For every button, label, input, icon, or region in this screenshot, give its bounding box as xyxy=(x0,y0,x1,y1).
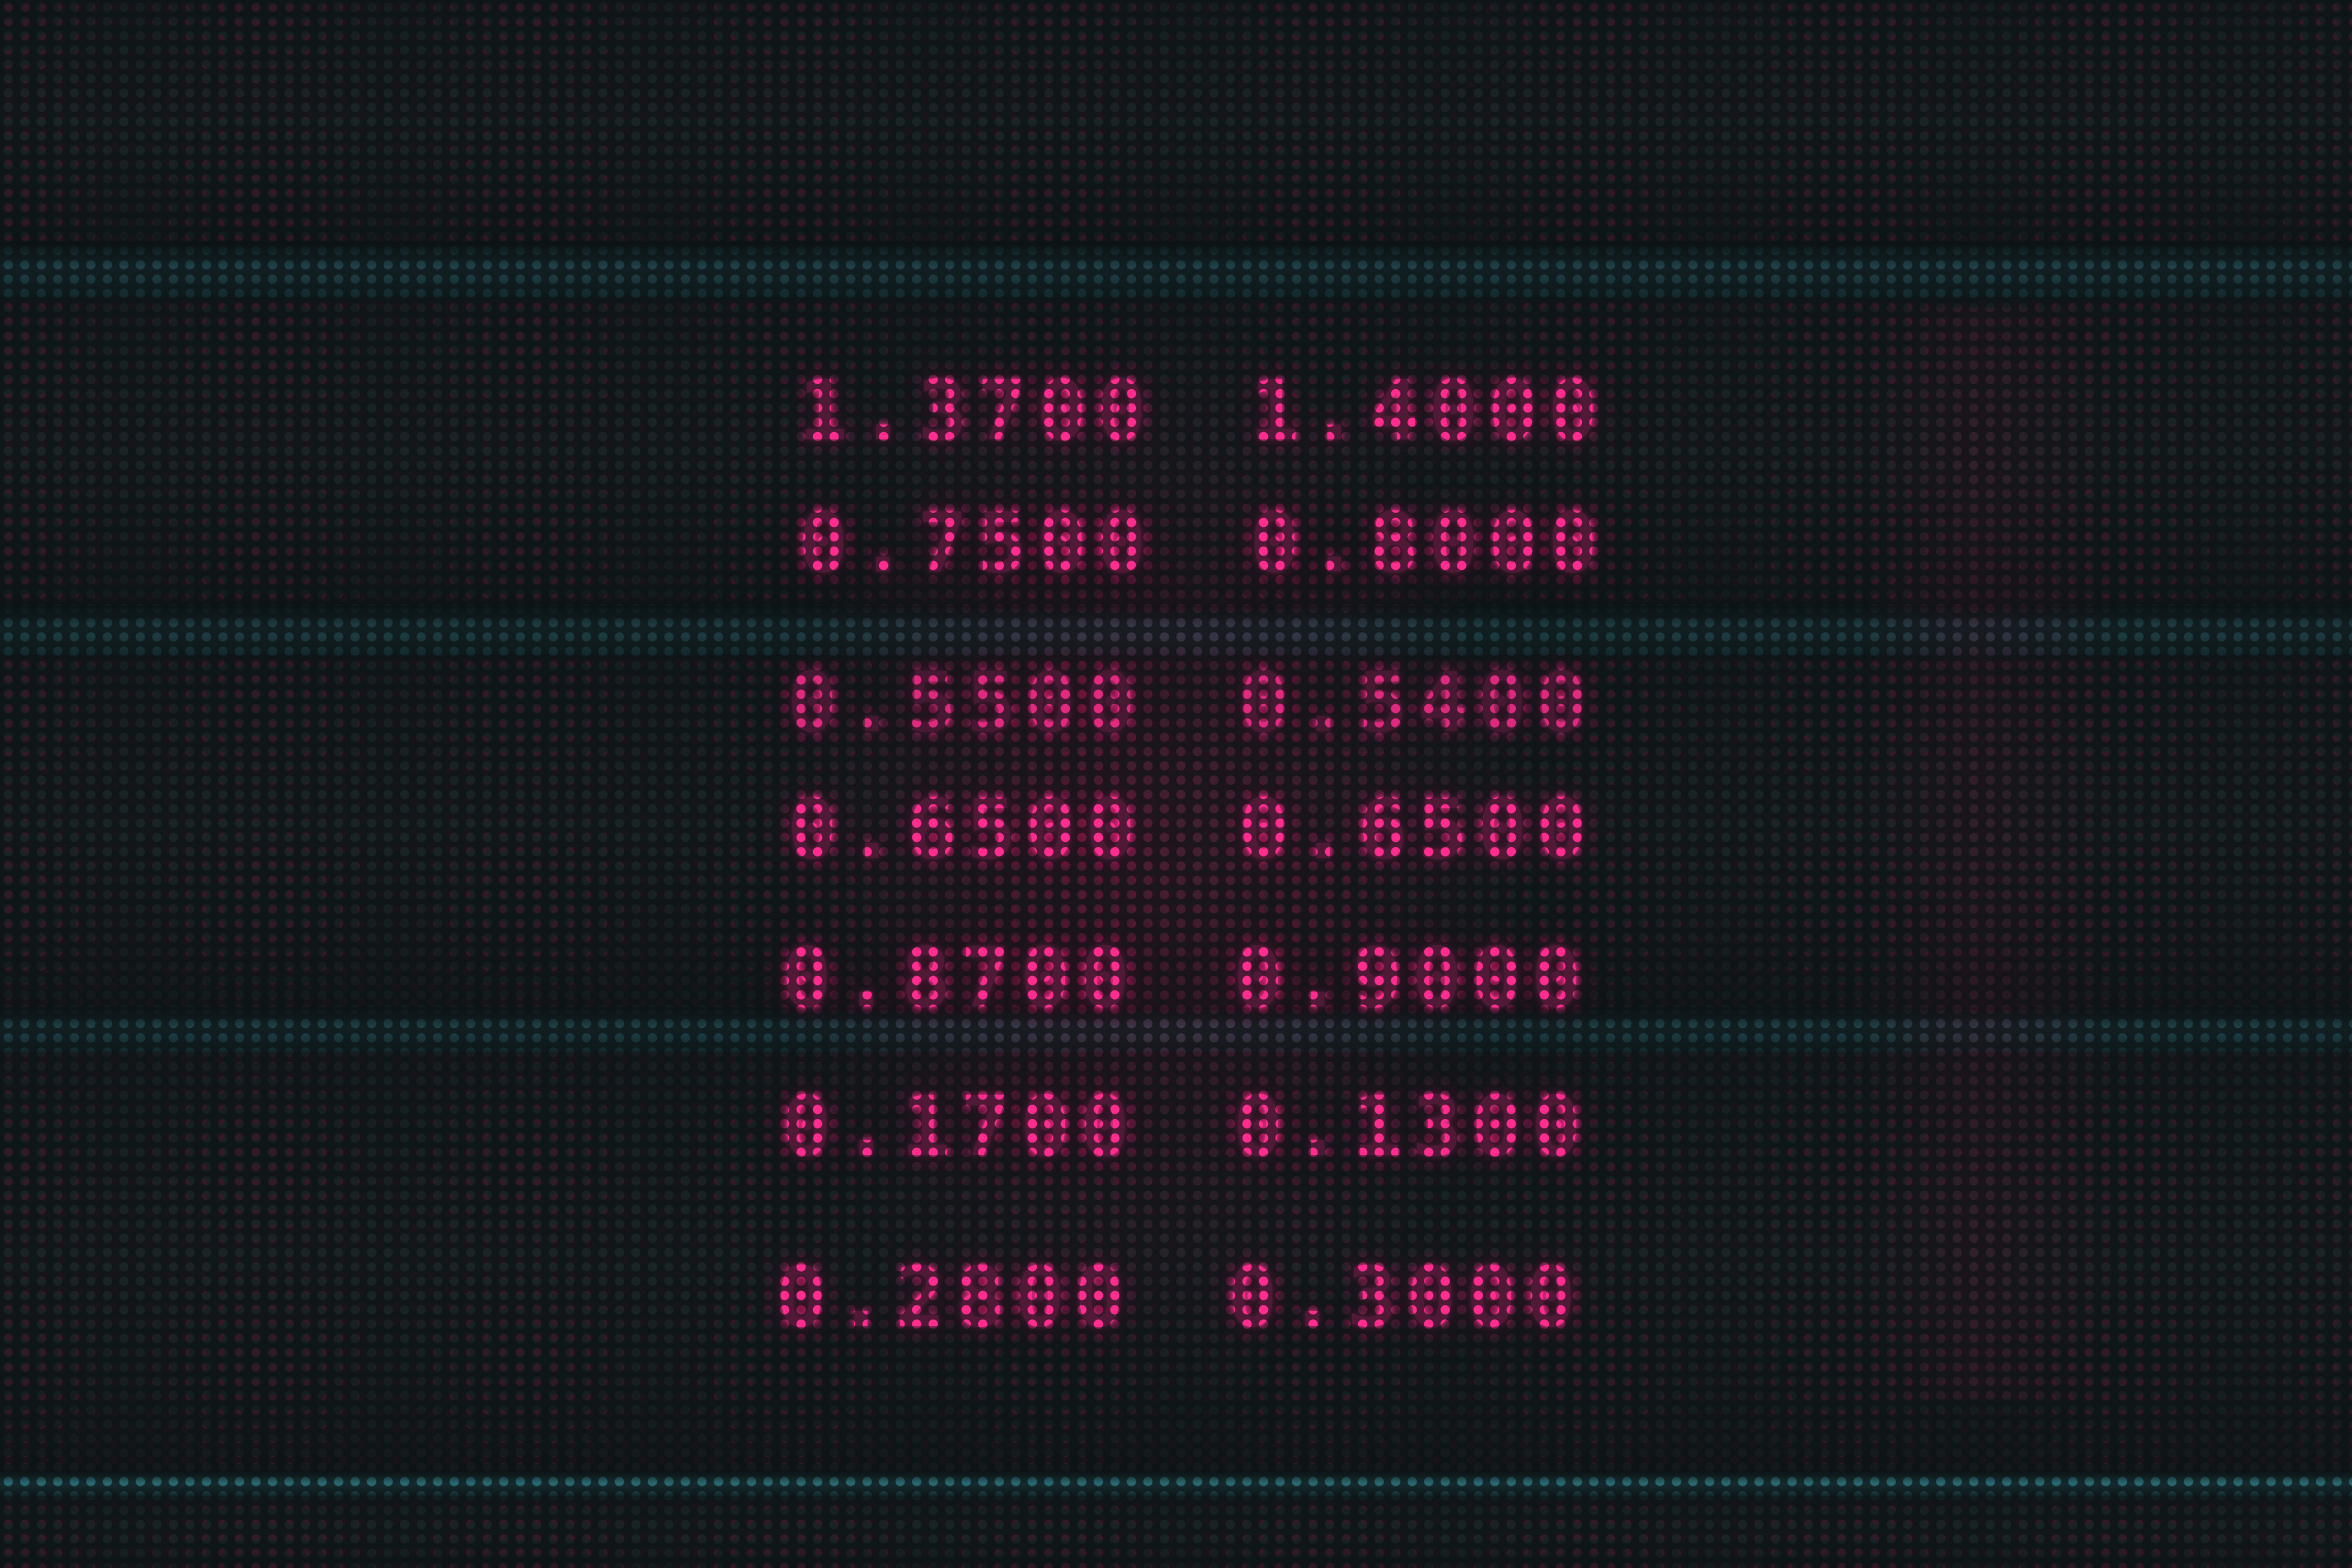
right-value: 0.3000 xyxy=(1227,1250,1586,1346)
left-value: 0.6500 xyxy=(787,782,1145,878)
right-value: 0.5400 xyxy=(1238,655,1597,751)
readout-row: 0.8700 0.9000 xyxy=(782,930,1591,1026)
readout-row: 0.6500 0.6500 xyxy=(787,782,1597,878)
readout-row: 1.3700 1.4000 xyxy=(798,363,1608,459)
right-value: 0.1300 xyxy=(1233,1079,1591,1175)
left-value: 0.5500 xyxy=(787,655,1145,751)
readout-row: 0.7500 0.8000 xyxy=(798,496,1608,591)
right-value: 0.6500 xyxy=(1238,782,1597,878)
left-value: 0.2800 xyxy=(776,1250,1134,1346)
readout-row: 0.1700 0.1300 xyxy=(782,1079,1591,1175)
left-value: 0.1700 xyxy=(782,1079,1140,1175)
left-value: 1.3700 xyxy=(798,363,1156,459)
right-value: 1.4000 xyxy=(1249,363,1608,459)
left-value: 0.8700 xyxy=(782,930,1140,1026)
left-value: 0.7500 xyxy=(798,496,1156,591)
right-value: 0.9000 xyxy=(1233,930,1591,1026)
right-value: 0.8000 xyxy=(1249,496,1608,591)
readout-row: 0.5500 0.5400 xyxy=(787,655,1597,751)
readout-row: 0.2800 0.3000 xyxy=(776,1250,1586,1346)
